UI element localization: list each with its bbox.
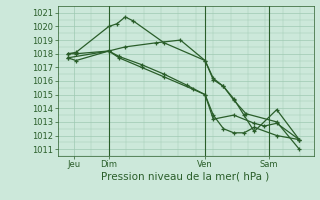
X-axis label: Pression niveau de la mer( hPa ): Pression niveau de la mer( hPa ) [101, 172, 270, 182]
